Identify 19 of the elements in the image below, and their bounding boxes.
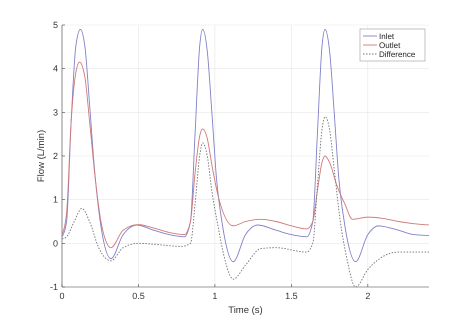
- y-tick-label: -1: [50, 282, 58, 292]
- line-series: [62, 28, 430, 262]
- y-tick-label: 4: [52, 64, 58, 74]
- x-tick-label: 1: [212, 291, 218, 301]
- y-tick-label: 5: [52, 20, 58, 30]
- y-tick-label: 3: [52, 107, 58, 118]
- y-axis-title: Flow (L/min): [36, 130, 47, 182]
- x-tick-label: 0: [59, 291, 65, 301]
- y-tick-label: 1: [52, 194, 58, 205]
- y-tick-label: 0: [52, 238, 58, 248]
- legend-label: Inlet: [379, 32, 395, 41]
- x-tick-label: 0.5: [132, 291, 145, 301]
- x-tick-label: 1.5: [285, 291, 298, 301]
- y-tick-label: 2: [52, 151, 58, 161]
- line-series: [62, 62, 430, 248]
- legend-label: Difference: [379, 50, 416, 59]
- x-tick-label: 2: [365, 291, 370, 301]
- x-axis-title: Time (s): [228, 305, 263, 316]
- legend-label: Outlet: [379, 41, 402, 50]
